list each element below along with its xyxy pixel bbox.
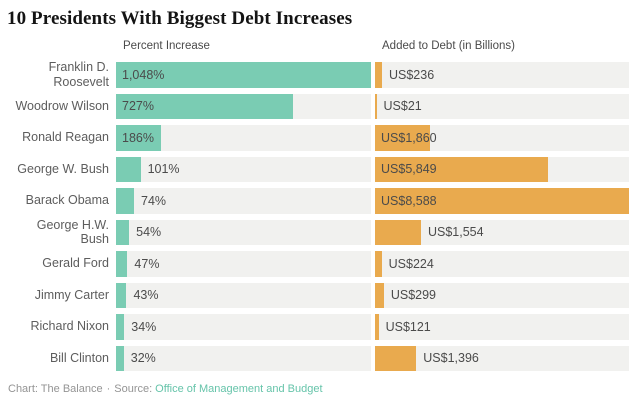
percent-bar-track: 43% — [116, 282, 371, 308]
percent-value-label: 1,048% — [122, 67, 165, 82]
debt-value-label: US$1,554 — [427, 225, 484, 240]
president-label: Barack Obama — [25, 193, 109, 208]
percent-bar-track: 186% — [116, 125, 371, 151]
percent-bar-track: 101% — [116, 156, 371, 182]
percent-bar-track: 727% — [116, 93, 371, 119]
debt-bar-track: US$1,554 — [375, 219, 629, 245]
percent-bar — [116, 345, 124, 371]
debt-bar — [375, 219, 421, 245]
debt-bar-track: US$5,849 — [375, 156, 629, 182]
debt-bar — [375, 345, 417, 371]
debt-value-label: US$21 — [383, 99, 422, 114]
percent-bar — [116, 188, 134, 214]
table-row: George W. Bush 101% US$5,849 — [7, 154, 643, 186]
table-row: George H.W. Bush 54% US$1,554 — [7, 217, 643, 249]
percent-value-label: 101% — [147, 162, 180, 177]
debt-bar-track: US$8,588 — [375, 188, 629, 214]
percent-bar-track: 47% — [116, 251, 371, 277]
table-row: Jimmy Carter 43% US$299 — [7, 280, 643, 312]
debt-bar — [375, 251, 382, 277]
debt-value-label: US$236 — [388, 67, 435, 82]
percent-bar — [116, 156, 141, 182]
table-row: Woodrow Wilson 727% US$21 — [7, 91, 643, 123]
percent-bar — [116, 125, 162, 151]
president-label: Richard Nixon — [30, 319, 109, 334]
debt-bar-track: US$21 — [375, 93, 629, 119]
chart-title: 10 Presidents With Biggest Debt Increase… — [7, 8, 353, 29]
president-label: Gerald Ford — [42, 256, 109, 271]
debt-bar-track: US$121 — [375, 314, 629, 340]
debt-bar — [375, 156, 548, 182]
percent-value-label: 32% — [130, 351, 156, 366]
debt-value-label: US$1,860 — [381, 130, 437, 145]
debt-bar — [375, 188, 629, 214]
footer-separator: · — [106, 383, 111, 395]
column-header-debt: Added to Debt (in Billions) — [382, 40, 515, 52]
debt-value-label: US$1,396 — [423, 351, 479, 366]
percent-bar — [116, 62, 371, 88]
table-row: Franklin D. Roosevelt 1,048% US$236 — [7, 59, 643, 91]
president-label: Franklin D. Roosevelt — [48, 60, 109, 89]
percent-value-label: 186% — [122, 130, 154, 145]
debt-value-label: US$5,849 — [381, 162, 437, 177]
percent-value-label: 727% — [122, 99, 154, 114]
percent-bar-track: 32% — [116, 345, 371, 371]
debt-bar — [375, 314, 379, 340]
footer-source-label: Source: — [114, 383, 153, 395]
table-row: Bill Clinton 32% US$1,396 — [7, 343, 643, 375]
debt-value-label: US$299 — [390, 288, 437, 303]
debt-bar-track: US$236 — [375, 62, 629, 88]
percent-value-label: 74% — [141, 193, 167, 208]
percent-bar-track: 74% — [116, 188, 371, 214]
president-label: Ronald Reagan — [22, 130, 109, 145]
table-row: Ronald Reagan 186% US$1,860 — [7, 122, 643, 154]
percent-bar — [116, 282, 127, 308]
debt-bar-track: US$1,860 — [375, 125, 629, 151]
debt-value-label: US$224 — [388, 256, 434, 271]
president-label: Jimmy Carter — [34, 287, 109, 302]
debt-bar — [375, 93, 377, 119]
percent-bar-track: 1,048% — [116, 62, 371, 88]
table-row: Barack Obama 74% US$8,588 — [7, 185, 643, 217]
president-label: Woodrow Wilson — [15, 98, 109, 113]
footer-source-link[interactable]: Office of Management and Budget — [155, 383, 323, 395]
debt-bar — [375, 62, 382, 88]
percent-value-label: 54% — [136, 225, 162, 240]
percent-bar — [116, 314, 125, 340]
chart-rows: Franklin D. Roosevelt 1,048% US$236 Wood… — [7, 59, 643, 374]
debt-bar-track: US$1,396 — [375, 345, 629, 371]
table-row: Richard Nixon 34% US$121 — [7, 311, 643, 343]
debt-value-label: US$8,588 — [381, 193, 437, 208]
percent-bar-track: 34% — [116, 314, 371, 340]
footer: Chart: The Balance · Source: Office of Mana… — [8, 383, 643, 396]
percent-value-label: 34% — [131, 319, 157, 334]
president-label: George H.W. Bush — [36, 217, 109, 247]
debt-bar — [375, 125, 430, 151]
column-headers: Percent Increase Added to Debt (in Billi… — [123, 40, 643, 53]
percent-bar — [116, 93, 293, 119]
debt-bar-track: US$299 — [375, 282, 629, 308]
percent-value-label: 43% — [133, 288, 159, 303]
debt-bar — [375, 282, 384, 308]
table-row: Gerald Ford 47% US$224 — [7, 248, 643, 280]
percent-value-label: 47% — [134, 256, 160, 271]
column-header-percent: Percent Increase — [123, 40, 210, 52]
percent-bar — [116, 251, 128, 277]
president-label: George W. Bush — [17, 161, 109, 176]
debt-value-label: US$121 — [385, 319, 431, 334]
percent-bar-track: 54% — [116, 219, 371, 245]
president-label: Bill Clinton — [49, 350, 109, 365]
footer-attribution: Chart: The Balance — [8, 383, 103, 395]
percent-bar — [116, 219, 130, 245]
debt-bar-track: US$224 — [375, 251, 629, 277]
